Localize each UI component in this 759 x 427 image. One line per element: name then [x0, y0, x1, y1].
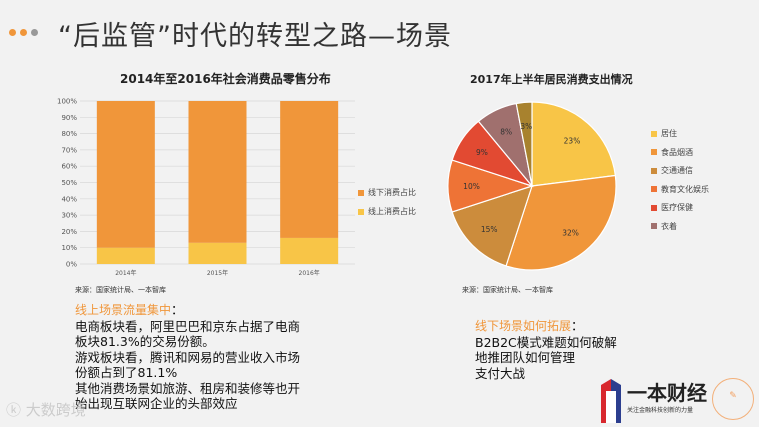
pie-data-label: 3%	[520, 122, 532, 131]
y-tick-label: 60%	[61, 163, 77, 171]
y-tick-label: 20%	[61, 228, 77, 236]
x-tick-label: 2016年	[299, 269, 320, 277]
pie-chart-title: 2017年上半年居民消费支出情况	[470, 73, 633, 86]
offline-heading: 线下场景如何拓展	[475, 319, 572, 333]
legend-label: 交通通信	[661, 166, 693, 175]
legend-swatch	[358, 189, 364, 196]
online-text-block: 线上场景流量集中： 电商板块看，阿里巴巴和京东占据了电商 板块81.3%的交易份…	[75, 302, 355, 412]
pie-slice	[515, 101, 533, 187]
legend-swatch	[651, 130, 657, 137]
pie-slice	[531, 101, 617, 187]
legend-label: 居住	[661, 129, 677, 138]
pie-data-label: 32%	[562, 229, 579, 238]
pie-data-label: 15%	[481, 225, 498, 234]
legend-swatch	[651, 223, 657, 229]
pie-legend-item: 医疗保健	[651, 202, 693, 213]
bar-chart-title: 2014年至2016年社会消费品零售分布	[120, 72, 331, 86]
pie-source: 来源：国家统计局、一本智库	[462, 286, 553, 294]
legend-label: 线下消费占比	[368, 188, 416, 197]
watermark: ⓚ 大数跨境	[6, 401, 86, 419]
legend-label: 衣着	[661, 221, 677, 231]
logo-mark-icon	[601, 379, 621, 423]
offline-text-block: 线下场景如何拓展： B2B2C模式难题如何破解 地推团队如何管理 支付大战	[475, 318, 675, 381]
bar-segment	[96, 247, 155, 264]
pie-legend-item: 食品烟酒	[651, 147, 693, 158]
legend-label: 线上消费占比	[368, 207, 416, 216]
y-tick-label: 30%	[61, 212, 77, 220]
y-tick-label: 70%	[61, 146, 77, 154]
legend-swatch	[651, 186, 657, 192]
x-tick-label: 2014年	[115, 269, 136, 277]
legend-offline: 线下消费占比	[358, 187, 416, 198]
pie-legend-item: 居住	[651, 128, 677, 139]
legend-label: 教育文化娱乐	[661, 184, 709, 194]
text-line: 份额占到了81.1%	[75, 365, 178, 380]
y-tick-label: 50%	[61, 179, 77, 187]
decor-dot	[9, 29, 16, 36]
bar-source: 来源：国家统计局、一本智库	[75, 286, 166, 294]
legend-label: 医疗保健	[661, 203, 693, 212]
pie-data-label: 10%	[463, 182, 480, 191]
y-tick-label: 40%	[61, 195, 77, 203]
decor-dot	[31, 29, 38, 36]
y-tick-label: 10%	[61, 244, 77, 252]
legend-swatch	[651, 204, 657, 211]
y-tick-label: 90%	[61, 114, 77, 122]
x-tick-label: 2015年	[207, 269, 228, 277]
pie-slice	[505, 174, 617, 271]
legend-swatch	[358, 208, 364, 215]
legend-swatch	[651, 167, 657, 174]
pie-data-label: 8%	[500, 127, 512, 136]
legend-label: 食品烟酒	[661, 147, 693, 157]
pie-legend-item: 交通通信	[651, 165, 693, 176]
pie-legend-item: 教育文化娱乐	[651, 184, 709, 195]
y-tick-label: 80%	[61, 130, 77, 138]
text-line: 地推团队如何管理	[475, 350, 576, 365]
pie-legend-item: 衣着	[651, 221, 677, 232]
page-title: “后监管”时代的转型之路—场景	[58, 21, 452, 52]
colon: ：	[571, 318, 584, 333]
bar-segment	[280, 237, 339, 264]
text-line: 支付大战	[475, 365, 526, 381]
seal-logo: ✎	[712, 378, 754, 420]
pie-data-label: 9%	[476, 148, 488, 157]
watermark-text: 大数跨境	[25, 401, 86, 419]
logo-name: 一本财经	[627, 381, 707, 405]
y-tick-label: 100%	[57, 98, 77, 106]
text-line: 游戏板块看，腾讯和网易的营业收入市场	[75, 349, 301, 365]
text-line: 其他消费场景如旅游、租房和装修等也开	[75, 380, 301, 396]
text-line: B2B2C模式难题如何破解	[475, 334, 617, 350]
y-tick-label: 0%	[66, 261, 77, 269]
pie-data-label: 23%	[564, 137, 581, 146]
logo-slogan: 关注金融科技创新的力量	[627, 407, 694, 414]
bar-segment	[96, 101, 155, 248]
bar-segment	[280, 101, 339, 238]
colon: ：	[171, 302, 184, 317]
decor-dot	[20, 29, 27, 36]
text-line: 电商板块看，阿里巴巴和京东占据了电商	[75, 318, 301, 334]
bar-segment	[188, 242, 247, 264]
text-line: 板块81.3%的交易份额。	[75, 334, 215, 349]
legend-online: 线上消费占比	[358, 206, 416, 217]
bar-segment	[188, 101, 247, 243]
online-heading: 线上场景流量集中	[75, 303, 172, 317]
legend-swatch	[651, 149, 657, 155]
text-line: 始出现互联网企业的头部效应	[75, 396, 238, 411]
